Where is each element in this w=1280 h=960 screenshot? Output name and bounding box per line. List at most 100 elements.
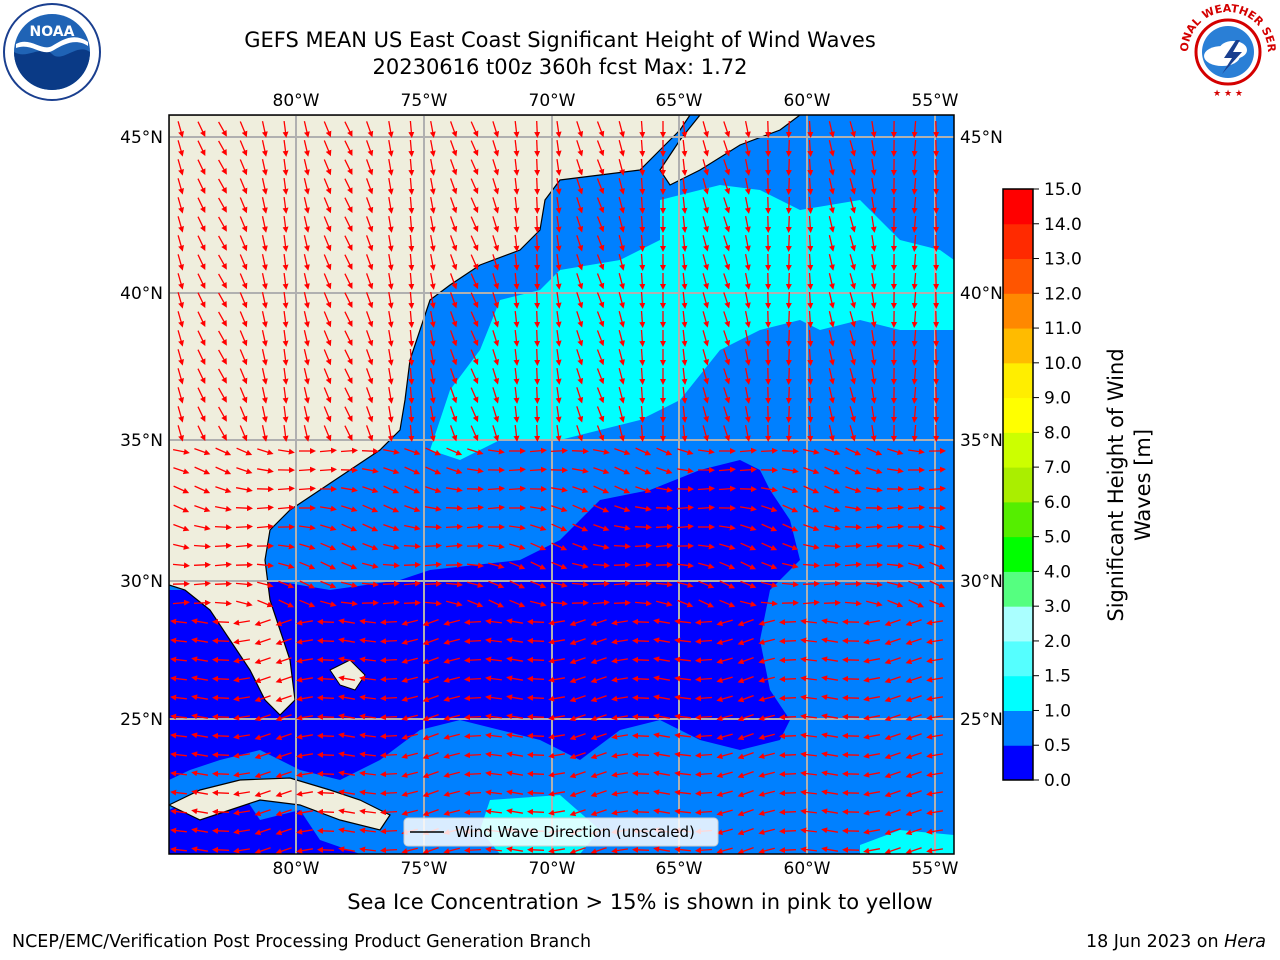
wind-wave-arrow [821, 618, 839, 625]
wind-wave-arrow [681, 177, 688, 195]
colorbar-tick-label: 0.5 [1044, 736, 1071, 756]
wind-wave-arrow [744, 215, 751, 233]
wind-wave-arrow [803, 466, 820, 475]
wind-wave-arrow [534, 291, 541, 309]
wind-wave-arrow [296, 676, 314, 683]
wind-wave-arrow [365, 121, 374, 138]
wind-wave-arrow [214, 524, 232, 531]
wind-wave-arrow [317, 846, 335, 853]
wind-wave-arrow [719, 561, 736, 570]
wind-wave-arrow [513, 311, 520, 328]
wind-wave-arrow [513, 178, 520, 195]
wind-wave-arrow [928, 466, 946, 473]
wind-wave-arrow [785, 424, 792, 442]
wind-wave-arrow [492, 292, 500, 309]
wind-wave-arrow [744, 367, 751, 385]
wind-wave-arrow [613, 580, 631, 587]
wind-wave-arrow [387, 215, 394, 233]
wind-wave-arrow [655, 486, 673, 493]
wind-wave-arrow [197, 197, 206, 214]
wind-wave-arrow [429, 310, 436, 328]
wind-wave-arrow [590, 619, 607, 627]
wind-wave-arrow [323, 235, 332, 252]
wind-wave-arrow [341, 505, 358, 513]
wind-wave-arrow [849, 140, 856, 157]
wind-wave-arrow [779, 638, 797, 645]
wind-wave-arrow [449, 140, 458, 157]
wind-wave-arrow [744, 291, 751, 309]
wind-wave-arrow [256, 467, 274, 474]
wind-wave-arrow [550, 486, 568, 493]
wind-wave-arrow [464, 714, 482, 721]
wind-wave-arrow [344, 216, 353, 232]
wind-wave-arrow [317, 618, 335, 625]
wind-wave-arrow [632, 713, 650, 720]
wind-wave-arrow [800, 637, 817, 644]
wind-wave-arrow [197, 235, 206, 252]
wind-wave-arrow [344, 254, 353, 270]
wind-wave-arrow [698, 580, 715, 589]
wind-wave-arrow [254, 676, 271, 684]
wind-wave-arrow [719, 543, 736, 551]
wind-wave-arrow [239, 140, 248, 157]
wind-wave-arrow [254, 638, 271, 646]
wind-wave-arrow [870, 139, 877, 157]
wind-wave-arrow [361, 581, 379, 588]
wind-wave-arrow [613, 561, 631, 568]
wind-wave-arrow [194, 524, 211, 531]
wind-wave-arrow [303, 273, 310, 290]
wind-wave-arrow [449, 216, 458, 233]
wind-wave-arrow [611, 619, 629, 626]
wind-wave-arrow [596, 197, 605, 214]
wind-wave-arrow [380, 695, 398, 702]
wind-wave-arrow [527, 713, 545, 720]
wind-wave-arrow [807, 196, 814, 214]
wind-wave-arrow [191, 656, 209, 663]
wind-wave-arrow [555, 216, 562, 233]
wind-wave-arrow [828, 387, 835, 404]
wind-wave-arrow [870, 348, 877, 366]
wind-wave-arrow [470, 121, 479, 138]
wind-wave-arrow [870, 196, 877, 214]
wind-wave-arrow [466, 523, 484, 530]
wind-wave-arrow [569, 638, 586, 646]
wind-wave-arrow [256, 504, 274, 511]
wind-wave-arrow [611, 657, 629, 664]
chart-subtitle: 20230616 t00z 360h fcst Max: 1.72 [372, 55, 748, 79]
wind-wave-arrow [908, 580, 925, 589]
wind-wave-arrow [344, 178, 353, 194]
wind-wave-arrow [592, 448, 610, 455]
wind-wave-arrow [911, 139, 918, 157]
wind-wave-arrow [723, 292, 731, 309]
wind-wave-arrow [739, 505, 757, 512]
wind-wave-arrow [572, 486, 589, 494]
wind-wave-arrow [866, 447, 883, 456]
wind-wave-arrow [383, 485, 400, 494]
wind-wave-arrow [534, 158, 541, 176]
wind-wave-arrow [681, 424, 688, 442]
wind-wave-arrow [849, 425, 856, 442]
wind-wave-arrow [425, 447, 442, 456]
wind-wave-arrow [576, 197, 584, 214]
wind-wave-arrow [929, 543, 946, 551]
wind-wave-arrow [239, 406, 248, 423]
wind-wave-arrow [449, 273, 458, 290]
wind-wave-arrow [849, 292, 856, 309]
wind-wave-arrow [173, 543, 190, 550]
wind-wave-arrow [382, 562, 400, 569]
wind-wave-arrow [887, 448, 904, 456]
wind-wave-arrow [404, 447, 421, 456]
wind-wave-arrow [275, 676, 292, 684]
wind-wave-arrow [534, 177, 541, 195]
wind-wave-arrow [261, 330, 268, 347]
wind-wave-arrow [590, 657, 607, 665]
wind-wave-arrow [634, 600, 652, 607]
wind-wave-arrow [282, 159, 289, 176]
wind-wave-arrow [865, 581, 883, 588]
colorbar-swatch [1003, 675, 1033, 711]
wind-wave-arrow [527, 694, 545, 701]
wind-wave-arrow [218, 178, 227, 194]
wind-wave-arrow [218, 425, 227, 441]
wind-wave-arrow [464, 695, 482, 702]
wind-wave-arrow [844, 505, 862, 512]
